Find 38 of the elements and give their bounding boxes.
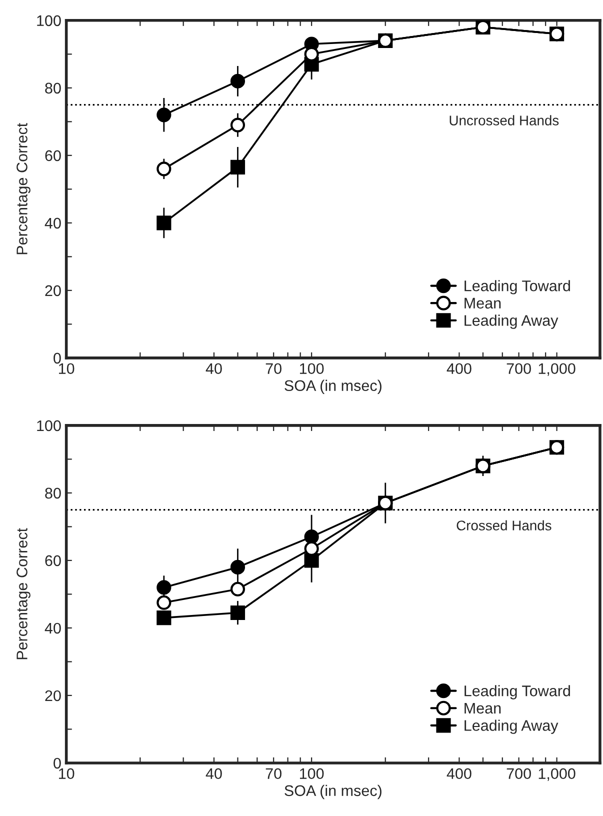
y-tick-label: 0 bbox=[54, 352, 61, 364]
x-tick-label: 400 bbox=[446, 768, 472, 780]
legend-label: Mean bbox=[464, 298, 501, 309]
y-tick-label: 60 bbox=[45, 555, 61, 566]
y-tick-label: 20 bbox=[45, 690, 61, 702]
x-tick-label: 10 bbox=[59, 363, 74, 374]
x-axis-title: SOA (in msec) bbox=[284, 784, 382, 800]
legend-label: Leading Toward bbox=[464, 280, 570, 294]
x-tick-label: 400 bbox=[446, 363, 472, 374]
y-axis-title: Percentage Correct bbox=[16, 528, 30, 660]
x-tick-label: 40 bbox=[206, 363, 222, 374]
x-tick-label: 10 bbox=[59, 768, 74, 780]
y-axis-title: Percentage Correct bbox=[16, 123, 30, 254]
y-tick-label: 60 bbox=[45, 150, 61, 162]
y-tick-label: 20 bbox=[45, 285, 61, 296]
x-tick-label: 100 bbox=[300, 363, 324, 374]
legend-label: Leading Away bbox=[464, 720, 558, 734]
annotation: Crossed Hands bbox=[456, 520, 552, 530]
y-tick-label: 40 bbox=[44, 218, 61, 229]
x-axis-title: SOA (in msec) bbox=[284, 380, 382, 394]
x-tick-label: 1,000 bbox=[538, 768, 576, 781]
legend-label: Leading Away bbox=[464, 314, 558, 329]
x-tick-label: 40 bbox=[206, 768, 222, 780]
x-tick-label: 700 bbox=[506, 768, 531, 780]
x-tick-label: 700 bbox=[506, 363, 531, 374]
x-tick-label: 70 bbox=[266, 363, 282, 374]
legend-label: Mean bbox=[464, 702, 501, 714]
annotation: Uncrossed Hands bbox=[450, 115, 559, 126]
y-tick-label: 100 bbox=[37, 15, 61, 26]
y-tick-label: 80 bbox=[45, 488, 61, 499]
y-tick-label: 0 bbox=[54, 758, 61, 769]
y-tick-label: 100 bbox=[37, 420, 61, 432]
y-tick-label: 40 bbox=[44, 622, 61, 634]
y-tick-label: 80 bbox=[45, 82, 61, 94]
x-tick-label: 70 bbox=[266, 768, 282, 780]
legend-label: Leading Toward bbox=[464, 685, 570, 700]
x-tick-label: 100 bbox=[300, 768, 324, 780]
x-tick-label: 1,000 bbox=[538, 363, 576, 376]
